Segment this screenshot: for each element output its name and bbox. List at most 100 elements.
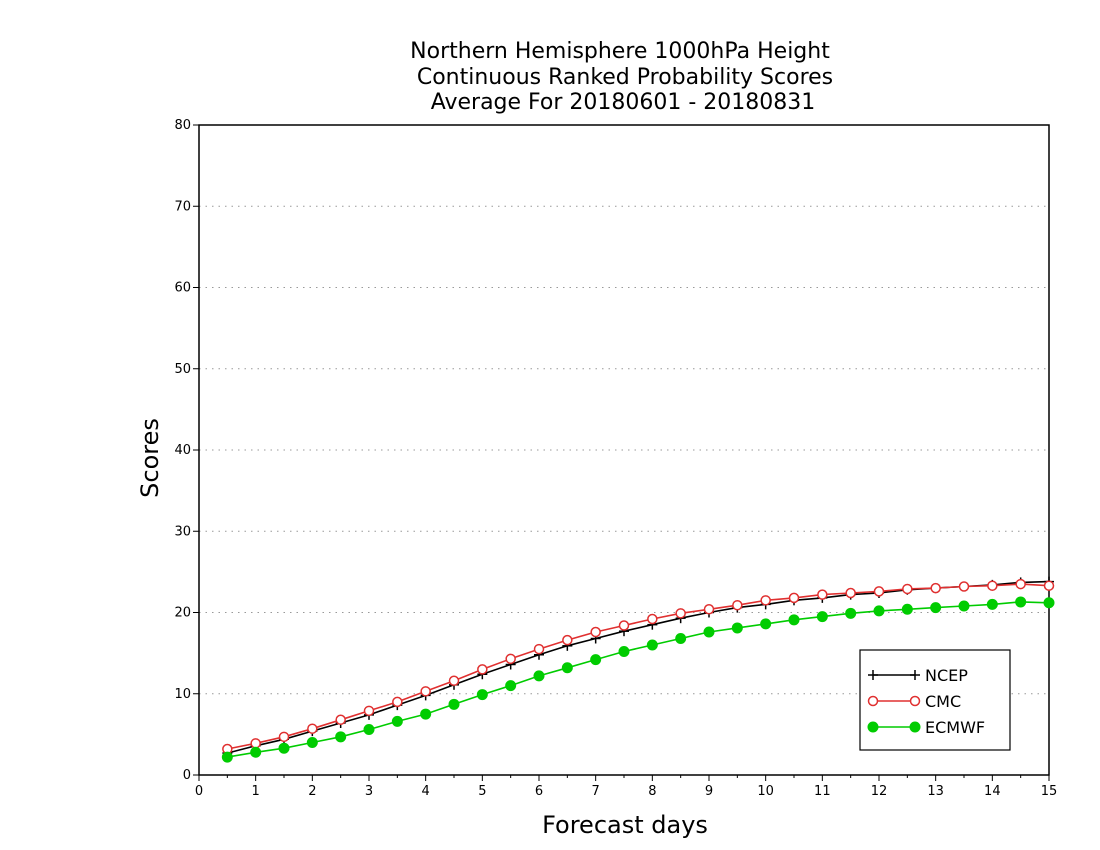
point-ecmwf <box>901 603 913 615</box>
legend-label-ecmwf: ECMWF <box>925 718 985 737</box>
legend-marker-ecmwf <box>909 721 921 733</box>
point-ecmwf <box>221 751 233 763</box>
series-ecmwf <box>221 596 1055 763</box>
point-cmc <box>477 664 488 675</box>
point-ecmwf <box>1015 596 1027 608</box>
point-cmc <box>250 738 261 749</box>
x-axis-label: Forecast days <box>542 811 708 839</box>
point-cmc <box>845 587 856 599</box>
point-cmc <box>958 581 970 592</box>
point-ecmwf <box>788 614 800 626</box>
legend-item-ncep: NCEP <box>868 666 968 685</box>
point-ecmwf <box>448 698 460 710</box>
point-ecmwf <box>1043 597 1055 609</box>
series-group <box>221 576 1055 763</box>
point-ecmwf <box>675 633 687 644</box>
legend-box <box>859 649 1011 751</box>
point-cmc <box>307 723 318 734</box>
point-ecmwf <box>335 731 347 743</box>
point-ecmwf <box>816 611 828 623</box>
legend-item-cmc: CMC <box>867 692 961 711</box>
x-tick-label: 12 <box>871 784 888 799</box>
point-ecmwf <box>986 598 998 610</box>
x-tick-label: 15 <box>1041 784 1058 799</box>
point-ecmwf <box>731 622 743 634</box>
x-tick-label: 2 <box>308 784 316 799</box>
point-cmc <box>562 634 573 646</box>
y-tick-label: 0 <box>183 768 191 783</box>
legend-label-cmc: CMC <box>925 692 961 711</box>
y-tick-label: 30 <box>174 524 191 539</box>
point-cmc <box>930 582 941 594</box>
legend-marker-ncep <box>910 670 920 680</box>
legend: NCEP CMC ECMWF <box>859 649 1011 751</box>
x-tick-label: 5 <box>478 784 486 799</box>
y-tick-label: 40 <box>174 443 191 458</box>
point-cmc <box>788 592 800 604</box>
y-tick-label: 80 <box>174 118 191 133</box>
x-tick-label: 7 <box>592 784 600 799</box>
legend-marker-cmc <box>867 695 879 707</box>
x-tick-label: 11 <box>814 784 831 799</box>
title-line-1: Northern Hemisphere 1000hPa Height <box>410 39 830 64</box>
x-tick-label: 6 <box>535 784 543 799</box>
point-cmc <box>448 675 460 686</box>
x-tick-label: 3 <box>365 784 373 799</box>
point-ecmwf <box>420 708 432 720</box>
point-ecmwf <box>505 680 517 692</box>
point-ecmwf <box>476 689 488 701</box>
chart-title: Northern Hemisphere 1000hPa Height Conti… <box>410 39 833 115</box>
y-tick-label: 50 <box>174 362 191 377</box>
point-ecmwf <box>873 605 885 617</box>
point-cmc <box>363 705 375 717</box>
point-ecmwf <box>845 607 857 619</box>
point-ecmwf <box>760 618 772 630</box>
y-axis-label: Scores <box>136 418 164 498</box>
point-ecmwf <box>278 742 290 754</box>
x-tick-label: 0 <box>195 784 203 799</box>
point-cmc <box>987 580 998 591</box>
point-cmc <box>533 643 545 655</box>
x-tick-label: 8 <box>648 784 656 799</box>
y-tick-label: 60 <box>174 281 191 296</box>
x-tick-label: 1 <box>252 784 260 799</box>
point-ecmwf <box>930 602 942 614</box>
y-tick-label: 20 <box>174 606 191 621</box>
point-cmc <box>335 714 346 725</box>
legend-item-ecmwf: ECMWF <box>867 718 985 737</box>
point-ecmwf <box>590 654 602 666</box>
x-tick-label: 9 <box>705 784 713 799</box>
point-ecmwf <box>646 639 658 651</box>
point-cmc <box>760 595 771 606</box>
legend-marker-ecmwf <box>867 721 879 733</box>
point-cmc <box>647 613 658 625</box>
point-cmc <box>1015 578 1026 590</box>
point-ecmwf <box>533 670 545 682</box>
point-ecmwf <box>306 737 318 748</box>
point-cmc <box>675 608 686 619</box>
title-line-3: Average For 20180601 - 20180831 <box>431 90 816 115</box>
point-cmc <box>278 731 290 743</box>
y-tick-label: 10 <box>174 687 191 702</box>
point-ecmwf <box>250 746 262 758</box>
x-tick-label: 4 <box>422 784 430 799</box>
legend-marker-cmc <box>909 695 921 707</box>
legend-marker-ncep <box>868 670 878 680</box>
point-cmc <box>703 604 715 615</box>
point-cmc <box>505 653 516 665</box>
point-cmc <box>420 686 431 697</box>
point-cmc <box>618 620 630 631</box>
x-tick-label: 10 <box>757 784 774 799</box>
point-cmc <box>902 583 913 595</box>
x-tick-label: 14 <box>984 784 1001 799</box>
point-cmc <box>590 626 601 638</box>
point-ecmwf <box>363 724 375 735</box>
point-ecmwf <box>958 600 970 612</box>
point-ecmwf <box>561 662 573 674</box>
point-cmc <box>732 599 743 611</box>
legend-label-ncep: NCEP <box>925 666 968 685</box>
point-cmc <box>1043 580 1055 591</box>
point-ecmwf <box>618 646 630 657</box>
point-cmc <box>392 696 403 708</box>
